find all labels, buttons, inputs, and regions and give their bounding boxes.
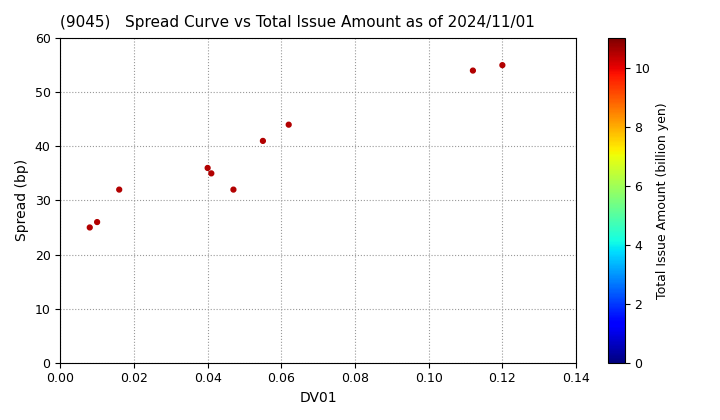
Point [497,62,508,68]
Point [114,186,125,193]
Point [257,137,269,144]
Point [467,67,479,74]
Point [228,186,239,193]
Point [84,224,96,231]
Y-axis label: Total Issue Amount (billion yen): Total Issue Amount (billion yen) [656,102,669,299]
Point [283,121,294,128]
Point [202,165,213,171]
X-axis label: DV01: DV01 [300,391,337,405]
Y-axis label: Spread (bp): Spread (bp) [15,159,29,242]
Text: (9045)   Spread Curve vs Total Issue Amount as of 2024/11/01: (9045) Spread Curve vs Total Issue Amoun… [60,15,535,30]
Point [91,219,103,226]
Point [206,170,217,177]
